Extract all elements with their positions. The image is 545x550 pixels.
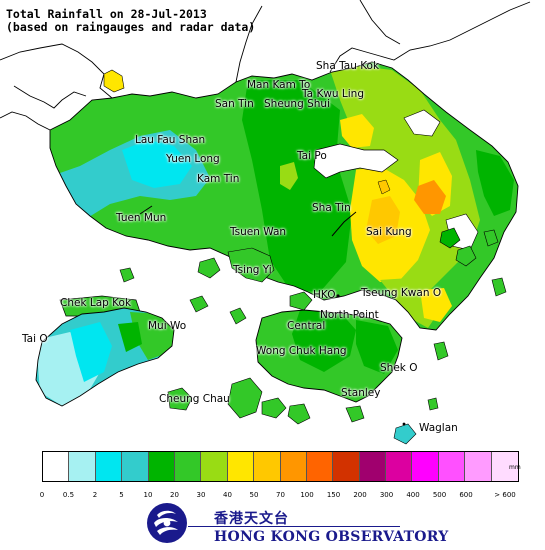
legend-swatch-1: [69, 452, 96, 481]
label-shek-o: Shek O: [380, 362, 418, 374]
mainland-coast: [0, 0, 531, 131]
logo-divider: [188, 526, 400, 527]
legend-swatch-11: [333, 452, 360, 481]
label-stanley: Stanley: [341, 387, 381, 399]
legend-swatch-10: [306, 452, 334, 481]
label-cheung-chau: Cheung Chau: [159, 393, 230, 405]
org-name-chinese: 香港天文台: [214, 511, 289, 527]
map-title: Total Rainfall on 28-Jul-2013 (based on …: [6, 8, 255, 34]
label-tai-po: Tai Po: [297, 150, 327, 162]
label-sai-kung: Sai Kung: [366, 226, 412, 238]
legend-tick-label: 0: [39, 491, 45, 499]
legend-tick-label: 10: [143, 491, 153, 499]
legend-tick-label: 0.5: [62, 491, 75, 499]
legend-tick-label: 70: [276, 491, 285, 499]
legend-swatch-14: [412, 452, 439, 481]
legend-swatch-7: [227, 452, 255, 481]
legend-swatch-2: [95, 452, 123, 481]
label-tai-o: Tai O: [22, 333, 48, 345]
label-lau-fau-shan: Lau Fau Shan: [135, 134, 206, 146]
legend-swatch-4: [148, 452, 175, 481]
legend-swatch-12: [359, 452, 387, 481]
legend-tick-label: > 600: [494, 491, 516, 499]
legend-swatch-8: [254, 452, 281, 481]
legend-swatch-5: [174, 452, 202, 481]
legend-tick-label: 300: [379, 491, 394, 499]
label-sheung-shui: Sheung Shui: [264, 98, 330, 110]
legend-tick-label: 100: [300, 491, 314, 499]
org-name-english: HONG KONG OBSERVATORY: [214, 529, 449, 545]
legend-tick-label: 400: [406, 491, 420, 499]
legend-tick-label: 200: [353, 491, 367, 499]
label-san-tin: San Tin: [215, 98, 254, 110]
legend-tick-label: 5: [119, 491, 124, 499]
label-sha-tin: Sha Tin: [312, 202, 351, 214]
lantau-island: [35, 307, 175, 407]
legend-tick-label: 50: [249, 491, 259, 499]
label-ta-kwu-ling: Ta Kwu Ling: [302, 88, 365, 100]
label-north-point: North Point: [320, 309, 379, 321]
legend-swatch-3: [122, 452, 149, 481]
legend-swatch-0: [43, 452, 70, 481]
label-central: Central: [287, 320, 326, 332]
label-wong-chuk-hang: Wong Chuk Hang: [256, 345, 347, 357]
hko-logo-icon: [147, 503, 187, 543]
legend-tick-label: 150: [326, 491, 341, 499]
label-waglan: Waglan: [419, 422, 458, 434]
label-man-kam-to: Man Kam To: [247, 79, 311, 91]
legend-tick-label: 30: [196, 491, 206, 499]
label-tsuen-wan: Tsuen Wan: [230, 226, 287, 238]
label-sha-tau-kok: Sha Tau Kok: [316, 60, 380, 72]
legend-tick-label: 20: [170, 491, 179, 499]
label-yuen-long: Yuen Long: [166, 153, 220, 165]
legend-tick-label: 600: [459, 491, 473, 499]
label-hko: HKO: [313, 289, 336, 301]
new-territories: [49, 61, 519, 331]
label-tsing-yi: Tsing Yi: [233, 264, 272, 276]
legend-swatch-9: [280, 452, 307, 481]
title-line-1: Total Rainfall on 28-Jul-2013: [6, 7, 207, 21]
legend-unit: mm: [509, 464, 521, 471]
lamma-island: [227, 377, 263, 419]
hong-kong-island: [255, 309, 403, 403]
label-tseung-kwan-o: Tseung Kwan O: [361, 287, 442, 299]
legend-tick-label: 500: [432, 491, 447, 499]
legend-tick-label: 2: [92, 491, 98, 499]
legend-swatch-16: [465, 452, 492, 481]
legend-tick-label: 40: [223, 491, 232, 499]
legend-swatch-15: [438, 452, 466, 481]
station-markers: [336, 294, 406, 426]
label-mui-wo: Mui Wo: [148, 320, 187, 332]
label-tuen-mun: Tuen Mun: [116, 212, 167, 224]
title-line-2: (based on raingauges and radar data): [6, 20, 256, 34]
legend-swatch-6: [201, 452, 228, 481]
legend-swatch-17: [491, 452, 519, 481]
islands: [119, 227, 507, 445]
label-kam-tin: Kam Tin: [197, 173, 240, 185]
legend-swatch-13: [386, 452, 413, 481]
label-chek-lap-kok: Chek Lap Kok: [60, 297, 132, 309]
rainfall-legend-scale: [42, 451, 519, 482]
cheung-chau: [167, 387, 193, 411]
nw-coast-patch: [103, 69, 125, 93]
